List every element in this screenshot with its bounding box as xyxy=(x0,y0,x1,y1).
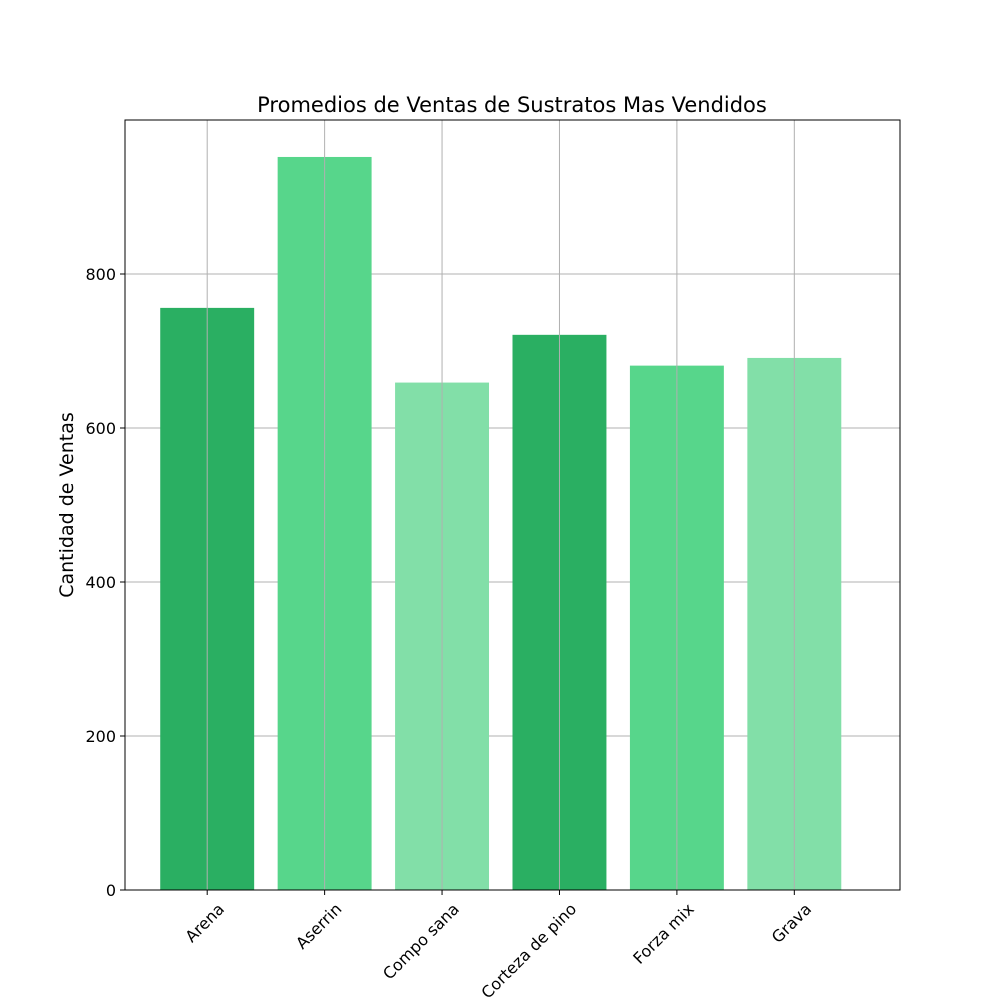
x-tick-label: Compo sana xyxy=(379,899,463,983)
x-tick-label: Grava xyxy=(768,899,815,946)
y-tick-label: 0 xyxy=(106,881,116,900)
x-tick-label: Arena xyxy=(181,899,228,946)
x-tick-label: Aserrin xyxy=(292,899,345,952)
x-axis-ticks: Arena Aserrin Compo sana Corteza de pino For… xyxy=(181,890,815,1000)
bars xyxy=(160,156,842,891)
y-axis-ticks: 0 200 400 600 800 xyxy=(85,265,125,900)
y-tick-label: 800 xyxy=(85,265,116,284)
plot-frame xyxy=(124,119,901,891)
y-tick-label: 400 xyxy=(85,573,116,592)
vertical-grid-lines xyxy=(206,120,795,890)
y-axis-label: Cantidad de Ventas xyxy=(56,412,78,598)
y-tick-label: 600 xyxy=(85,419,116,438)
y-tick-label: 200 xyxy=(85,727,116,746)
x-tick-label: Forza mix xyxy=(629,899,697,967)
x-tick-label: Corteza de pino xyxy=(477,899,580,1000)
chart-title: Promedios de Ventas de Sustratos Mas Ven… xyxy=(257,93,767,117)
